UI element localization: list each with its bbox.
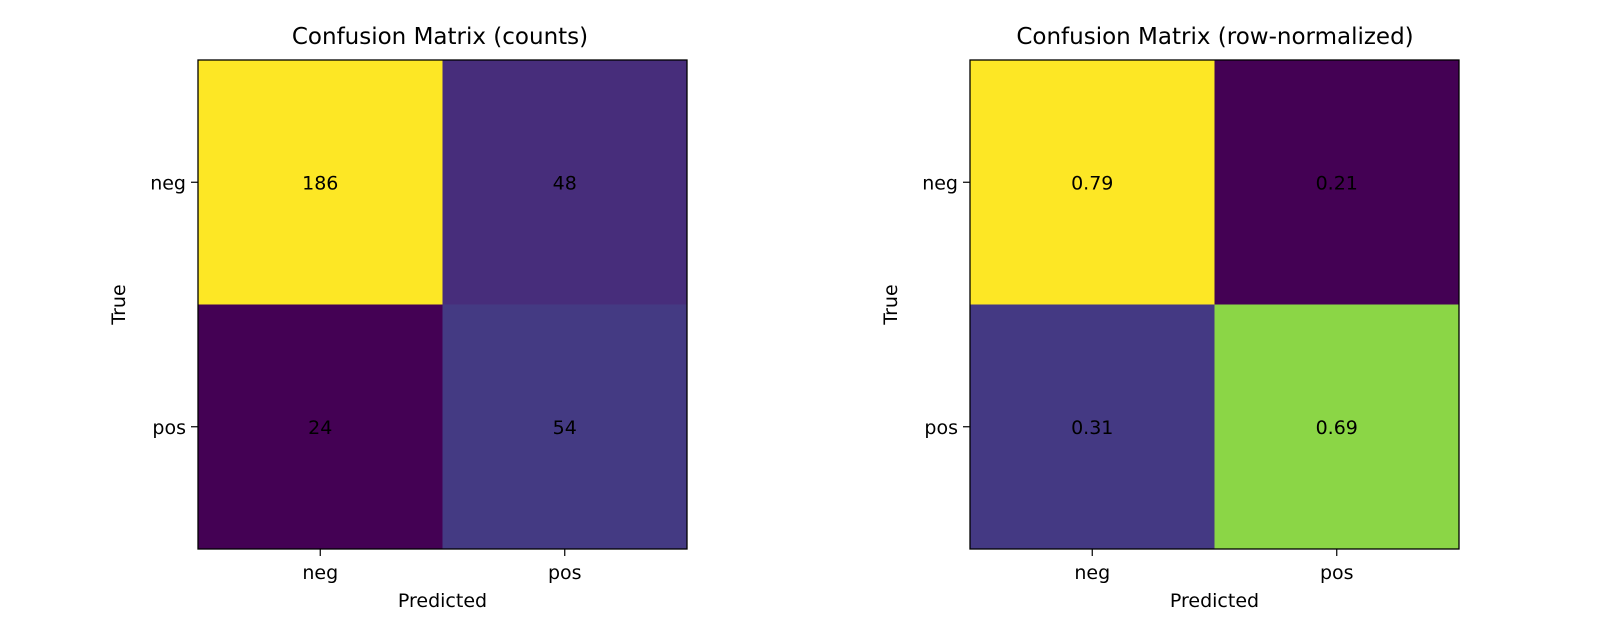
normalized-cell-pos-neg [970,304,1215,550]
normalized-ticks: neg pos neg pos [922,172,1353,584]
normalized-cell-label: 0.79 [1071,172,1113,194]
counts-y-tick-label: neg [150,172,186,194]
counts-cells: 186 48 24 54 [198,60,688,550]
counts-ticks: neg pos neg pos [150,172,581,584]
normalized-x-tick-label: pos [1320,562,1354,584]
normalized-title: Confusion Matrix (row-normalized) [1016,24,1413,50]
counts-x-axis-label: Predicted [398,590,487,612]
counts-cell-neg-neg [198,60,443,305]
normalized-y-tick-label: pos [924,417,958,439]
counts-y-tick-label: pos [152,417,186,439]
normalized-y-axis-label: True [880,284,902,325]
counts-cell-pos-pos [442,304,688,550]
normalized-cells: 0.79 0.21 0.31 0.69 [970,60,1460,550]
normalized-cell-label: 0.31 [1071,417,1113,439]
normalized-x-axis-label: Predicted [1170,590,1259,612]
counts-x-tick-label: neg [302,562,338,584]
counts-cell-pos-neg [198,304,443,550]
normalized-y-tick-label: neg [922,172,958,194]
counts-panel: Confusion Matrix (counts) 186 48 24 54 neg p… [108,24,688,612]
counts-cell-label: 54 [553,417,577,439]
normalized-cell-label: 0.69 [1316,417,1358,439]
counts-y-axis-label: True [108,284,130,325]
counts-cell-label: 24 [308,417,332,439]
normalized-x-tick-label: neg [1074,562,1110,584]
normalized-plot-frame [969,59,1460,550]
counts-cell-label: 186 [302,172,338,194]
counts-plot-frame [197,59,688,550]
normalized-cell-neg-neg [970,60,1215,305]
counts-title: Confusion Matrix (counts) [292,24,588,50]
counts-cell-neg-pos [442,60,688,305]
normalized-cell-neg-pos [1214,60,1460,305]
counts-cell-label: 48 [553,172,577,194]
normalized-cell-pos-pos [1214,304,1460,550]
counts-x-tick-label: pos [548,562,582,584]
normalized-cell-label: 0.21 [1316,172,1358,194]
normalized-panel: Confusion Matrix (row-normalized) 0.79 0.… [880,24,1460,612]
